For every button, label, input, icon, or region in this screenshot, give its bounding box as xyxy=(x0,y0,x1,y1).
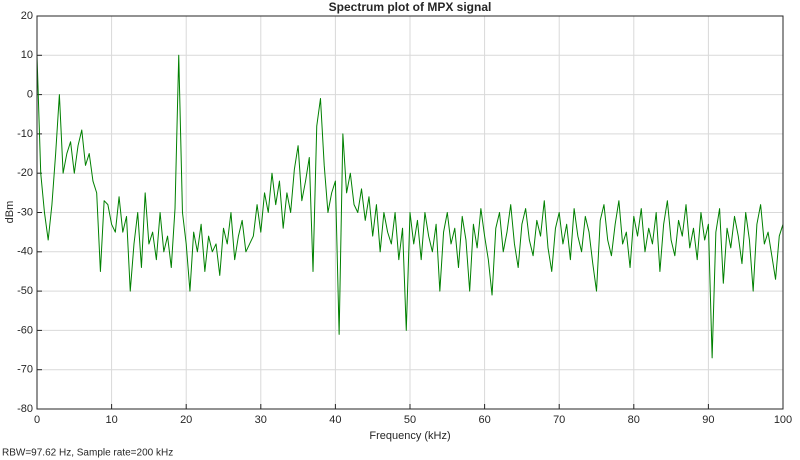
y-tick-label: -30 xyxy=(17,206,33,218)
y-tick-label: 10 xyxy=(21,49,33,61)
y-tick-label: -60 xyxy=(17,324,33,336)
x-tick-label: 70 xyxy=(553,414,565,426)
y-axis-label: dBm xyxy=(4,201,16,224)
y-tick-label: 0 xyxy=(27,89,33,101)
spectrum-line xyxy=(36,54,784,359)
x-tick-label: 30 xyxy=(255,414,267,426)
y-tick-label: -70 xyxy=(17,364,33,376)
footnote: RBW=97.62 Hz, Sample rate=200 kHz xyxy=(2,448,173,459)
x-tick-label: 100 xyxy=(774,414,792,426)
x-tick-label: 20 xyxy=(180,414,192,426)
x-tick-label: 0 xyxy=(34,414,40,426)
y-tick-label: -80 xyxy=(17,403,33,415)
x-tick-label: 40 xyxy=(329,414,341,426)
x-tick-label: 60 xyxy=(478,414,490,426)
y-tick-label: -40 xyxy=(17,246,33,258)
x-tick-label: 10 xyxy=(105,414,117,426)
y-tick-label: 20 xyxy=(21,10,33,22)
x-tick-label: 80 xyxy=(628,414,640,426)
y-tick-label: -50 xyxy=(17,285,33,297)
x-axis-label: Frequency (kHz) xyxy=(369,430,450,442)
y-tick-label: -20 xyxy=(17,167,33,179)
x-tick-label: 50 xyxy=(404,414,416,426)
y-tick-label: -10 xyxy=(17,128,33,140)
x-tick-label: 90 xyxy=(702,414,714,426)
plot-frame xyxy=(36,15,784,410)
chart-title: Spectrum plot of MPX signal xyxy=(329,0,492,14)
